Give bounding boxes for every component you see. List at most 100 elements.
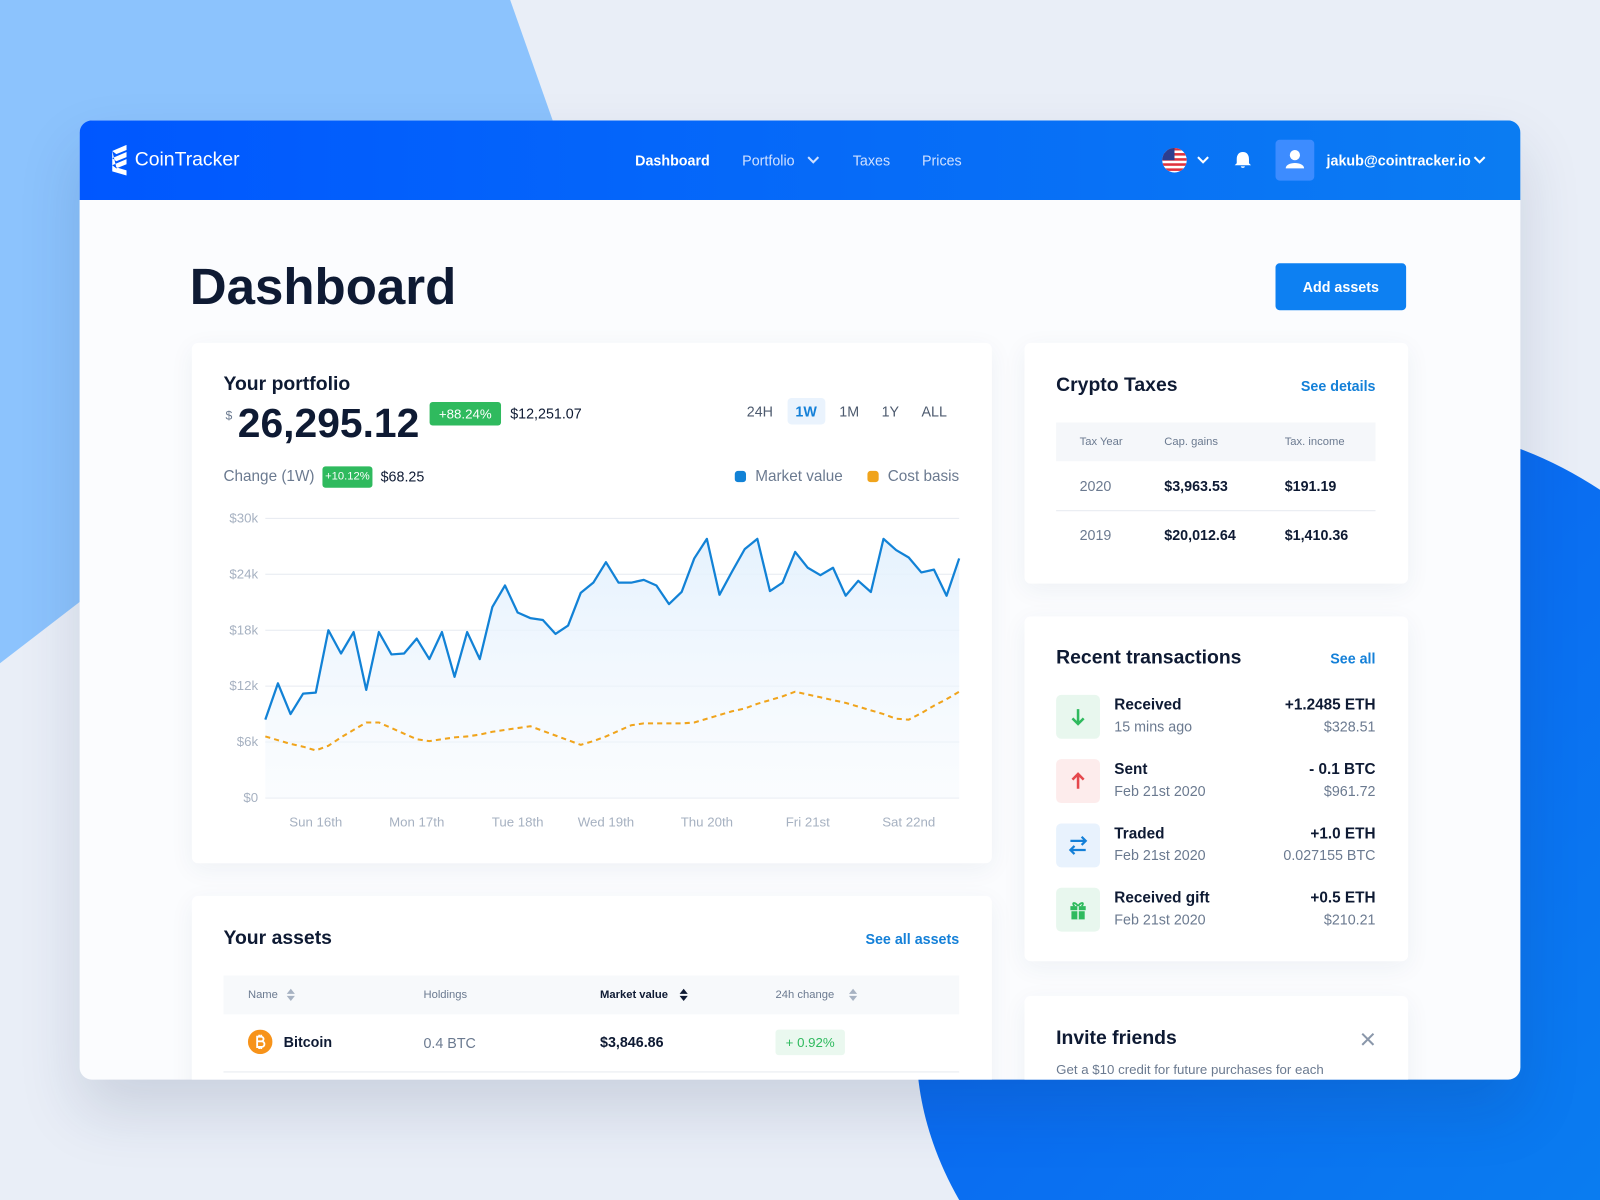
tx-value: 0.027155 BTC (1283, 846, 1376, 864)
legend-swatch (867, 470, 879, 483)
panel-title: Recent transactions (1056, 646, 1242, 669)
sort-icon[interactable] (286, 988, 296, 1002)
cell: 2019 (1079, 526, 1112, 543)
tx-type: Sent (1114, 760, 1148, 779)
tx-amount: +1.0 ETH (1310, 824, 1376, 843)
see-all-assets-link[interactable]: See all assets (865, 930, 960, 947)
taxes-panel (1024, 342, 1409, 584)
logo-icon (112, 144, 127, 176)
cell: 0.4 BTC (423, 1034, 476, 1052)
range-selector: 24H 1W 1M 1Y ALL (739, 397, 956, 425)
x-tick-label: Sat 22nd (882, 815, 935, 830)
y-tick-label: $24k (229, 566, 258, 581)
range-button[interactable]: 1Y (881, 403, 900, 420)
change-value: $68.25 (380, 468, 425, 485)
app-content: CoinTracker Dashboard Portfolio Taxes Pr… (79, 120, 1521, 1080)
legend-label: Cost basis (887, 467, 960, 486)
change-label: Change (1W) (223, 467, 315, 486)
tx-amount: +1.2485 ETH (1284, 696, 1376, 714)
tx-amount: - 0.1 BTC (1309, 760, 1376, 779)
avatar[interactable] (1275, 139, 1315, 181)
x-tick-label: Mon 17th (389, 815, 444, 830)
y-tick-label: $30k (229, 510, 258, 525)
notifications[interactable] (1233, 150, 1253, 170)
see-all-link[interactable]: See all (1330, 649, 1376, 667)
chevron (807, 156, 820, 164)
legend-item: Market value (734, 467, 843, 486)
x-tick-label: Wed 19th (578, 815, 634, 830)
panel-title: Your assets (223, 927, 332, 949)
panel-title: Crypto Taxes (1056, 374, 1178, 396)
area (265, 538, 960, 798)
sort-icon[interactable] (848, 988, 858, 1002)
cell: $1,410.36 (1284, 526, 1349, 543)
y-tick-label: $6k (237, 734, 259, 749)
row-divider (1056, 510, 1376, 512)
change-badge: +10.12% (322, 466, 373, 488)
cell: $3,963.53 (1164, 477, 1228, 494)
gift-icon (1056, 887, 1100, 932)
tx-type: Received (1114, 696, 1182, 714)
invite-panel (1024, 995, 1409, 1080)
tx-type: Traded (1114, 824, 1165, 843)
column-header: Cap. gains (1164, 435, 1218, 448)
received-icon (1056, 694, 1100, 739)
legend-label: Market value (755, 467, 843, 486)
tx-value: $328.51 (1323, 718, 1376, 735)
nav-link[interactable]: Dashboard (635, 152, 710, 169)
tx-value: $961.72 (1323, 782, 1376, 799)
total-change-badge: +88.24% (429, 402, 502, 426)
logo-text[interactable]: CoinTracker (134, 148, 240, 171)
tx-time: Feb 21st 2020 (1114, 911, 1206, 928)
panel-title: Your portfolio (223, 373, 351, 395)
y-tick-label: $0 (243, 790, 258, 805)
column-header: Holdings (423, 988, 468, 1002)
app-window: CoinTracker Dashboard Portfolio Taxes Pr… (79, 120, 1521, 1080)
add-assets-button[interactable]: Add assets (1275, 263, 1407, 311)
chevron[interactable] (1473, 155, 1486, 165)
table-header (223, 975, 960, 1015)
table-header (1056, 422, 1376, 462)
cell: Bitcoin (283, 1033, 333, 1050)
cell: 2020 (1079, 477, 1112, 494)
tx-time: 15 mins ago (1114, 718, 1193, 735)
range-button[interactable]: 24H (746, 403, 773, 420)
user-email[interactable]: jakub@cointracker.io (1326, 152, 1471, 169)
range-button[interactable]: ALL (921, 403, 947, 420)
nav-link[interactable]: Portfolio (742, 152, 795, 169)
cell: $3,846.86 (599, 1033, 664, 1050)
legend-item: Cost basis (867, 468, 959, 485)
nav-link[interactable]: Prices (921, 152, 962, 169)
legend-swatch (734, 470, 747, 483)
y-tick-label: $18k (229, 622, 258, 637)
nav-link[interactable]: Taxes (852, 152, 891, 169)
column-header[interactable]: Market value (599, 988, 669, 1002)
page-title: Dashboard (189, 258, 457, 316)
range-button[interactable]: 1M (839, 403, 860, 420)
total-gain: $12,251.07 (510, 405, 582, 422)
portfolio-total: 26,295.12 (237, 401, 420, 447)
see-details-link[interactable]: See details (1300, 377, 1376, 394)
column-header: Tax Year (1079, 435, 1123, 448)
panel-title: Invite friends (1056, 1027, 1177, 1049)
range-button[interactable]: 1W (787, 397, 825, 425)
close-button[interactable] (1360, 1032, 1375, 1047)
x-tick-label: Sun 16th (289, 815, 342, 830)
column-header[interactable]: Name (247, 988, 278, 1002)
sort-icon[interactable] (679, 988, 689, 1002)
column-header[interactable]: 24h change (775, 988, 835, 1002)
invite-text: Get a $10 credit for future purchases fo… (1056, 1061, 1324, 1078)
tx-time: Feb 21st 2020 (1114, 846, 1206, 864)
x-tick-label: Fri 21st (786, 815, 830, 830)
traded-icon (1056, 823, 1100, 868)
cell: $191.19 (1284, 477, 1337, 494)
language-selector[interactable] (1161, 147, 1216, 174)
x-tick-label: Tue 18th (492, 815, 544, 830)
bitcoin-icon (247, 1029, 273, 1055)
x-tick-label: Thu 20th (681, 815, 733, 830)
row-divider (223, 1071, 960, 1073)
tx-amount: +0.5 ETH (1310, 889, 1376, 907)
portfolio-chart: $0 $6k $12k $18k $24k $30k Sun 16th Mon 17th Tue… (229, 510, 961, 830)
